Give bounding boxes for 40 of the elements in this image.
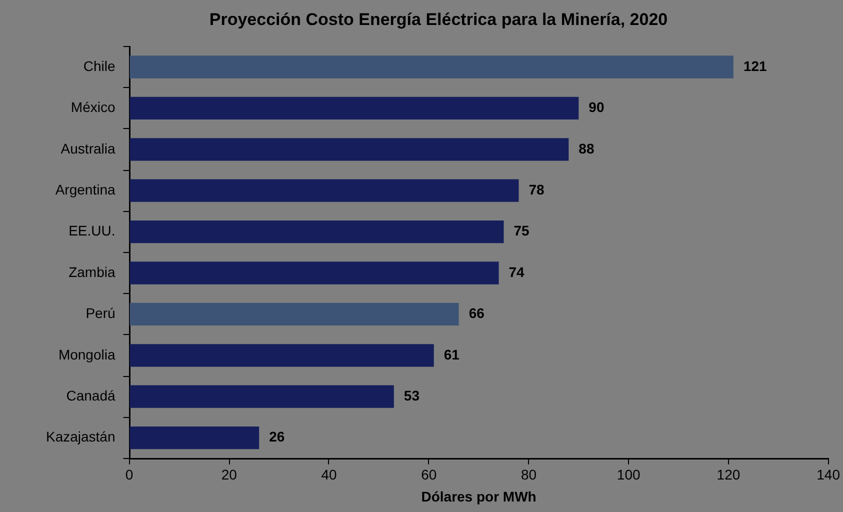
data-label: 66 [468, 305, 485, 322]
y-tick-label: Argentina [55, 181, 116, 198]
x-tick-label: 40 [321, 466, 337, 483]
y-tick-label: México [70, 99, 116, 116]
data-label: 26 [269, 428, 285, 445]
x-tick-label: 120 [716, 466, 740, 483]
bar [130, 138, 569, 161]
y-tick-label: EE.UU. [68, 222, 116, 239]
x-tick-label: 140 [816, 466, 840, 483]
y-tick-label: Zambia [68, 264, 116, 280]
y-tick-label: Australia [60, 140, 116, 156]
x-tick-label: 60 [421, 466, 437, 483]
x-axis-title: Dólares por MWh [421, 488, 536, 504]
bar [130, 179, 519, 202]
data-label: 90 [588, 99, 604, 116]
data-label: 75 [514, 222, 530, 239]
x-tick-label: 20 [221, 466, 238, 483]
bar [130, 96, 579, 120]
x-tick-label: 100 [616, 466, 640, 483]
y-tick-label: Chile [83, 58, 116, 74]
data-label: 74 [508, 264, 525, 280]
bar [130, 220, 504, 244]
bar [130, 426, 260, 450]
x-tick-label: 80 [520, 466, 537, 483]
y-tick-label: Kazajastán [46, 428, 116, 445]
data-label: 121 [743, 58, 768, 74]
data-label: 61 [444, 346, 460, 362]
bar [130, 56, 734, 78]
bar [130, 344, 434, 367]
data-label: 53 [404, 387, 420, 404]
y-tick-label: Canadá [66, 387, 116, 404]
data-label: 78 [528, 181, 545, 198]
bar [130, 385, 394, 408]
x-tick-label: 0 [125, 466, 134, 483]
bar [130, 262, 499, 284]
chart-title: Proyección Costo Energía Eléctrica para la Minería, 2020 [209, 10, 668, 29]
y-tick-label: Perú [86, 305, 116, 322]
data-label: 88 [578, 140, 594, 156]
y-tick-label: Mongolia [58, 346, 116, 362]
bar [130, 302, 459, 326]
